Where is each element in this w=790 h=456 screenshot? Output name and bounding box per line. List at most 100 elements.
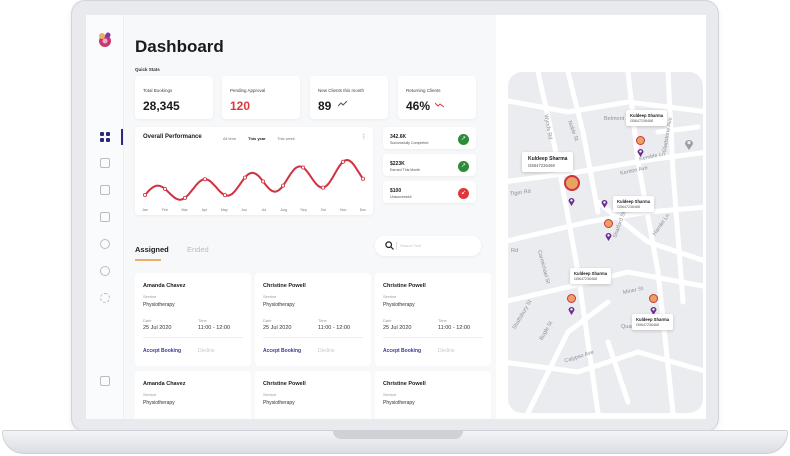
performance-point — [360, 176, 365, 181]
map-pin-icon[interactable] — [568, 197, 575, 206]
map-pin-icon[interactable] — [650, 306, 657, 315]
stat-value: 28,345 — [143, 99, 180, 113]
accept-booking-button[interactable]: Accept Booking — [383, 348, 422, 354]
tab-assigned[interactable]: Assigned — [135, 245, 169, 254]
stat-value: 120 — [230, 99, 251, 113]
performance-point — [301, 165, 306, 170]
decline-button[interactable]: Decline — [318, 348, 335, 354]
booking-card: Christine Powell Service Physiotherapy D… — [255, 273, 371, 366]
avatar[interactable] — [564, 175, 580, 191]
mini-stat-value: 342.6K — [390, 134, 407, 140]
performance-chart-card: Overall Performance All time This year T… — [135, 127, 373, 215]
street-label: Belmont — [604, 116, 625, 122]
service-value: Physiotherapy — [383, 302, 415, 308]
booking-card: Christine Powell Service Physiotherapy — [375, 371, 491, 419]
service-label: Service — [383, 294, 397, 299]
popup-name: Kuldeep Sharma — [528, 156, 568, 162]
search-placeholder: Search Text — [400, 243, 422, 248]
chart-icon[interactable] — [100, 158, 110, 168]
logout-icon[interactable] — [100, 376, 110, 386]
client-name: Amanda Chavez — [143, 283, 186, 289]
stat-card-new-clients: New Clients this month 89 — [310, 76, 388, 119]
more-options-icon[interactable]: ⋮ — [361, 134, 367, 140]
map-popup[interactable]: Kuldeep Sharma I35647236468 — [522, 152, 574, 172]
performance-point — [162, 186, 167, 191]
performance-point — [202, 177, 207, 182]
sidebar — [86, 15, 124, 419]
performance-point — [222, 193, 227, 198]
performance-point — [281, 183, 286, 188]
tab-ended[interactable]: Ended — [187, 245, 209, 254]
mini-stat-value: $223K — [390, 161, 405, 167]
service-value: Physiotherapy — [143, 302, 175, 308]
search-divider — [396, 242, 397, 250]
performance-point — [321, 185, 326, 190]
divider — [263, 337, 363, 338]
dashboard-grid-icon[interactable] — [100, 132, 110, 142]
avatar[interactable] — [604, 219, 613, 228]
accept-booking-button[interactable]: Accept Booking — [263, 348, 302, 354]
document-icon[interactable] — [100, 212, 110, 222]
mini-stat-unsuccessful: $100 Unsuccessful ↙ — [383, 181, 476, 203]
tab-all-time[interactable]: All time — [223, 136, 237, 141]
service-value: Physiotherapy — [263, 400, 295, 406]
location-pin-icon[interactable] — [684, 138, 694, 150]
month-tick-label: Dec — [360, 208, 367, 212]
popup-phone: I35647236468 — [574, 277, 597, 281]
service-value: Physiotherapy — [143, 400, 175, 406]
page-title: Dashboard — [135, 37, 224, 56]
mini-stat-value: $100 — [390, 188, 402, 194]
accept-booking-button[interactable]: Accept Booking — [143, 348, 182, 354]
month-tick-label: May — [221, 208, 228, 212]
map-popup[interactable]: Kuldeep Sharma I35647236468 — [570, 268, 612, 284]
map-popup[interactable]: Kuldeep Sharma I35647236468 — [626, 110, 668, 126]
screen: Dashboard Quick Stats Total Bookings 28,… — [86, 15, 706, 419]
divider — [383, 337, 483, 338]
search-input[interactable]: Search Text — [375, 236, 481, 256]
map-pin-icon[interactable] — [568, 306, 575, 315]
settings-icon[interactable] — [100, 293, 110, 303]
month-tick-label: Sep — [300, 208, 306, 212]
map-pin-icon[interactable] — [601, 199, 608, 208]
map-popup[interactable]: Kuldeep Sharma I35647236468 — [613, 196, 655, 212]
month-tick-label: Mar — [182, 208, 189, 212]
popup-name: Kuldeep Sharma — [630, 113, 664, 118]
trend-down-icon — [435, 102, 444, 108]
month-tick-label: Jun — [241, 208, 247, 212]
date-value: 25 Jul 2020 — [143, 325, 172, 331]
map-pin-icon[interactable] — [637, 148, 644, 157]
date-label: Date — [263, 318, 272, 323]
app-logo-icon — [99, 32, 111, 47]
avatar[interactable] — [636, 136, 645, 145]
stat-label: Returning Clients — [406, 88, 441, 93]
search-icon — [385, 241, 394, 250]
chat-icon[interactable] — [100, 239, 110, 249]
stat-label: Pending Approval — [230, 88, 266, 93]
active-tab-underline — [135, 259, 161, 261]
quick-stats-label: Quick Stats — [135, 67, 160, 72]
mail-icon[interactable] — [100, 185, 110, 195]
users-icon[interactable] — [100, 266, 110, 276]
avatar[interactable] — [567, 294, 576, 303]
client-name: Christine Powell — [263, 381, 306, 387]
client-name: Amanda Chavez — [143, 381, 186, 387]
time-value: 11:00 - 12:00 — [198, 325, 231, 331]
month-tick-label: Jan — [142, 208, 148, 212]
stat-card-returning-clients: Returning Clients 46% — [398, 76, 476, 119]
decline-button[interactable]: Decline — [438, 348, 455, 354]
date-value: 25 Jul 2020 — [263, 325, 292, 331]
time-label: Time — [318, 318, 327, 323]
map-popup[interactable]: Kuldeep Sharma I35647236468 — [632, 314, 674, 330]
mini-stat-earned: $223K Earned This Month ↗ — [383, 154, 476, 176]
map-view[interactable]: Belmont Wynds Rd Noble St Kenton Ave Gla… — [508, 72, 703, 413]
avatar[interactable] — [649, 294, 658, 303]
popup-phone: I35647236468 — [617, 205, 640, 209]
decline-button[interactable]: Decline — [198, 348, 215, 354]
tab-this-year[interactable]: This year — [248, 136, 266, 141]
map-roads — [508, 72, 703, 413]
map-pin-icon[interactable] — [605, 232, 612, 241]
stat-value: 46% — [406, 99, 431, 113]
mini-stat-label: Earned This Month — [390, 168, 421, 172]
tab-this-week[interactable]: This week — [277, 136, 296, 141]
